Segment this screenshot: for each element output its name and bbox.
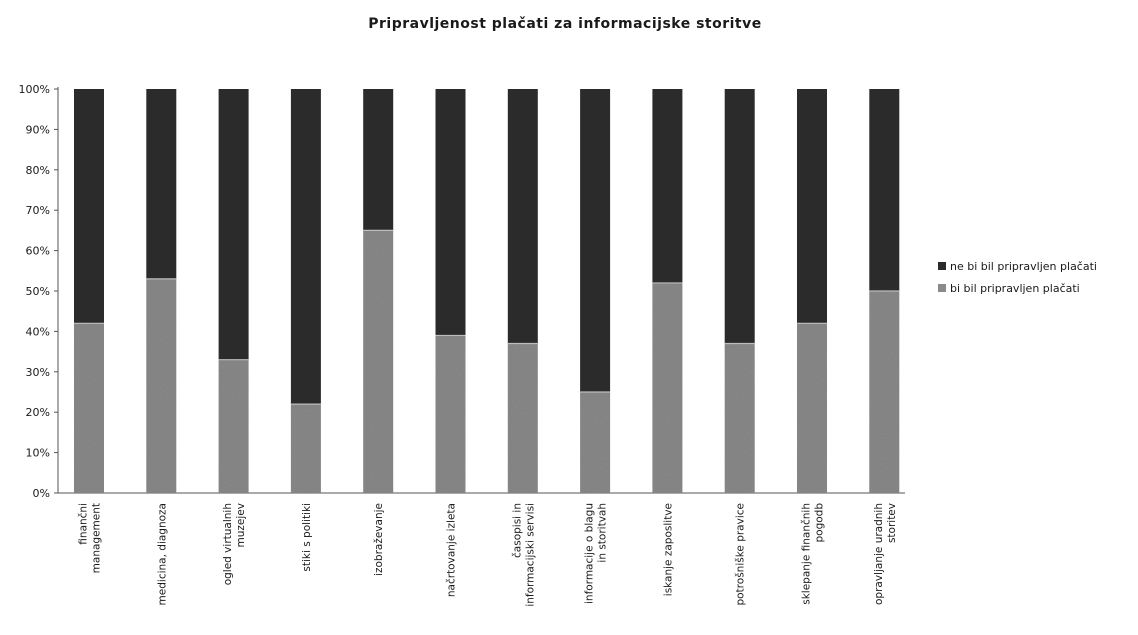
bar-segment-bi-bil-pripravljen <box>290 404 321 493</box>
bar-segment-bi-bil-pripravljen <box>652 282 683 493</box>
bar-segment-ne-bi-bil-pripravljen <box>724 89 755 344</box>
y-tick-labels: 0% 10% 20% 30% 40% 50% 60% 70% 80% 90% 100% <box>19 83 50 500</box>
bar-segment-ne-bi-bil-pripravljen <box>507 89 538 344</box>
bar-segment-ne-bi-bil-pripravljen <box>146 89 177 279</box>
bar-segment-bi-bil-pripravljen <box>580 392 611 493</box>
x-category-label-line: medicina, diagnoza <box>156 503 168 605</box>
bar-segment-ne-bi-bil-pripravljen <box>74 89 104 324</box>
y-tick-label: 70% <box>26 204 50 217</box>
bar-segment-bi-bil-pripravljen <box>435 335 466 493</box>
bar-segment-bi-bil-pripravljen <box>869 291 900 493</box>
bar-segment-bi-bil-pripravljen <box>363 230 394 493</box>
x-category-label-line: potrošniške pravice <box>735 503 747 606</box>
x-category-label-line: muzejev <box>235 503 247 547</box>
x-category-label-line: sklepanje finančnih <box>801 503 813 605</box>
bar-segment-ne-bi-bil-pripravljen <box>290 89 321 405</box>
bar-segment-ne-bi-bil-pripravljen <box>797 89 827 324</box>
bar-segment-ne-bi-bil-pripravljen <box>218 89 249 360</box>
x-category-label: iskanje zaposlitve <box>662 503 674 596</box>
x-category-label: načrtovanje izleta <box>446 503 458 597</box>
legend-swatch <box>938 284 946 292</box>
bar-segment-ne-bi-bil-pripravljen <box>652 89 683 283</box>
x-category-label-line: stiki s politiki <box>301 503 313 572</box>
bar-segment-bi-bil-pripravljen <box>797 323 827 493</box>
x-category-label-line: in storitvah <box>597 503 609 563</box>
y-tick-label: 80% <box>26 164 50 177</box>
axes <box>54 87 905 494</box>
bar-segment-bi-bil-pripravljen <box>218 359 249 493</box>
x-category-label: stiki s politiki <box>301 503 313 572</box>
y-tick-label: 90% <box>26 123 50 136</box>
legend-label: ne bi bil pripravljen plačati <box>950 260 1097 273</box>
x-category-label-line: načrtovanje izleta <box>446 503 458 597</box>
y-tick-label: 60% <box>26 245 50 258</box>
x-category-label: časopisi in informacijski servisi <box>511 503 536 607</box>
legend-item: bi bil pripravljen plačati <box>938 282 1080 295</box>
y-tick-label: 40% <box>26 325 50 338</box>
x-category-label-line: pogodb <box>814 503 826 543</box>
bar-segment-ne-bi-bil-pripravljen <box>435 89 466 336</box>
x-category-label: informacije o blagu in storitvah <box>584 503 609 604</box>
x-category-label-line: iskanje zaposlitve <box>662 503 674 596</box>
x-category-label: sklepanje finančnih pogodb <box>801 503 826 605</box>
x-category-label-line: opravljanje uradnih <box>873 503 885 605</box>
bars <box>74 89 900 493</box>
x-category-label-line: informacijski servisi <box>524 503 536 607</box>
y-tick-label: 100% <box>19 83 50 96</box>
x-category-label-line: časopisi in <box>511 503 523 558</box>
chart-title: Pripravljenost plačati za informacijske … <box>368 16 762 32</box>
x-category-label: finančni management <box>78 503 103 573</box>
x-category-label: potrošniške pravice <box>735 503 747 606</box>
legend-swatch <box>938 262 946 270</box>
bar-segment-bi-bil-pripravljen <box>74 323 104 493</box>
bar-segment-bi-bil-pripravljen <box>146 278 177 493</box>
bar-segment-bi-bil-pripravljen <box>724 343 755 493</box>
x-category-label: opravljanje uradnih storitev <box>873 503 898 605</box>
x-category-label-line: storitev <box>886 503 898 543</box>
legend: ne bi bil pripravljen plačati bi bil prip… <box>938 260 1097 295</box>
x-category-label-line: ogled virtualnih <box>222 503 234 585</box>
y-tick-label: 30% <box>26 366 50 379</box>
bar-segment-ne-bi-bil-pripravljen <box>869 89 900 291</box>
bar-segment-bi-bil-pripravljen <box>507 343 538 493</box>
x-category-label: ogled virtualnih muzejev <box>222 503 247 585</box>
y-tick-label: 10% <box>26 447 50 460</box>
y-tick-label: 0% <box>33 487 50 500</box>
x-category-label: medicina, diagnoza <box>156 503 168 605</box>
y-tick-label: 50% <box>26 285 50 298</box>
bar-segment-ne-bi-bil-pripravljen <box>580 89 611 392</box>
bar-segment-ne-bi-bil-pripravljen <box>363 89 394 231</box>
x-category-label-line: finančni <box>78 503 90 545</box>
legend-item: ne bi bil pripravljen plačati <box>938 260 1097 273</box>
x-category-label-line: izobraževanje <box>373 503 385 576</box>
x-category-label-line: informacije o blagu <box>584 503 596 604</box>
x-category-label: izobraževanje <box>373 503 385 576</box>
y-tick-label: 20% <box>26 406 50 419</box>
x-category-label-line: management <box>91 503 103 573</box>
x-category-labels: finančni management medicina, diagnoza ogle… <box>78 503 898 607</box>
legend-label: bi bil pripravljen plačati <box>950 282 1080 295</box>
